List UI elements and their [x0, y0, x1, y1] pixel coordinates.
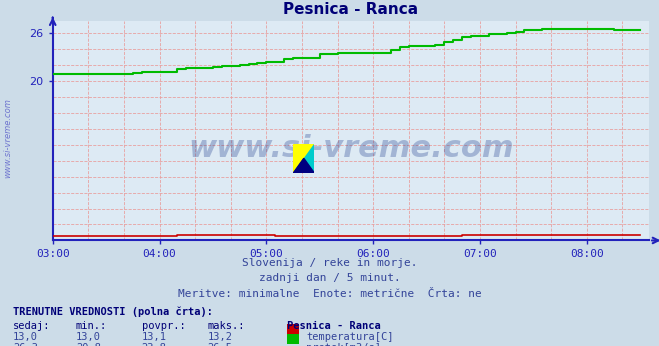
- Text: 20,8: 20,8: [76, 343, 101, 346]
- Text: www.si-vreme.com: www.si-vreme.com: [3, 99, 13, 178]
- Text: 13,1: 13,1: [142, 332, 167, 342]
- Text: Meritve: minimalne  Enote: metrične  Črta: ne: Meritve: minimalne Enote: metrične Črta:…: [178, 289, 481, 299]
- Text: www.si-vreme.com: www.si-vreme.com: [188, 134, 514, 163]
- Text: sedaj:: sedaj:: [13, 321, 51, 331]
- Text: 13,2: 13,2: [208, 332, 233, 342]
- Polygon shape: [293, 158, 314, 173]
- Text: maks.:: maks.:: [208, 321, 245, 331]
- Title: Pesnica - Ranca: Pesnica - Ranca: [283, 2, 418, 17]
- Text: min.:: min.:: [76, 321, 107, 331]
- Text: 26,3: 26,3: [13, 343, 38, 346]
- Text: pretok[m3/s]: pretok[m3/s]: [306, 343, 382, 346]
- Polygon shape: [293, 144, 314, 173]
- Text: TRENUTNE VREDNOSTI (polna črta):: TRENUTNE VREDNOSTI (polna črta):: [13, 306, 213, 317]
- Text: zadnji dan / 5 minut.: zadnji dan / 5 minut.: [258, 273, 401, 283]
- Text: Slovenija / reke in morje.: Slovenija / reke in morje.: [242, 258, 417, 268]
- Text: temperatura[C]: temperatura[C]: [306, 332, 394, 342]
- Text: povpr.:: povpr.:: [142, 321, 185, 331]
- Text: 13,0: 13,0: [76, 332, 101, 342]
- Text: 13,0: 13,0: [13, 332, 38, 342]
- Text: 23,8: 23,8: [142, 343, 167, 346]
- Text: Pesnica - Ranca: Pesnica - Ranca: [287, 321, 380, 331]
- Text: 26,5: 26,5: [208, 343, 233, 346]
